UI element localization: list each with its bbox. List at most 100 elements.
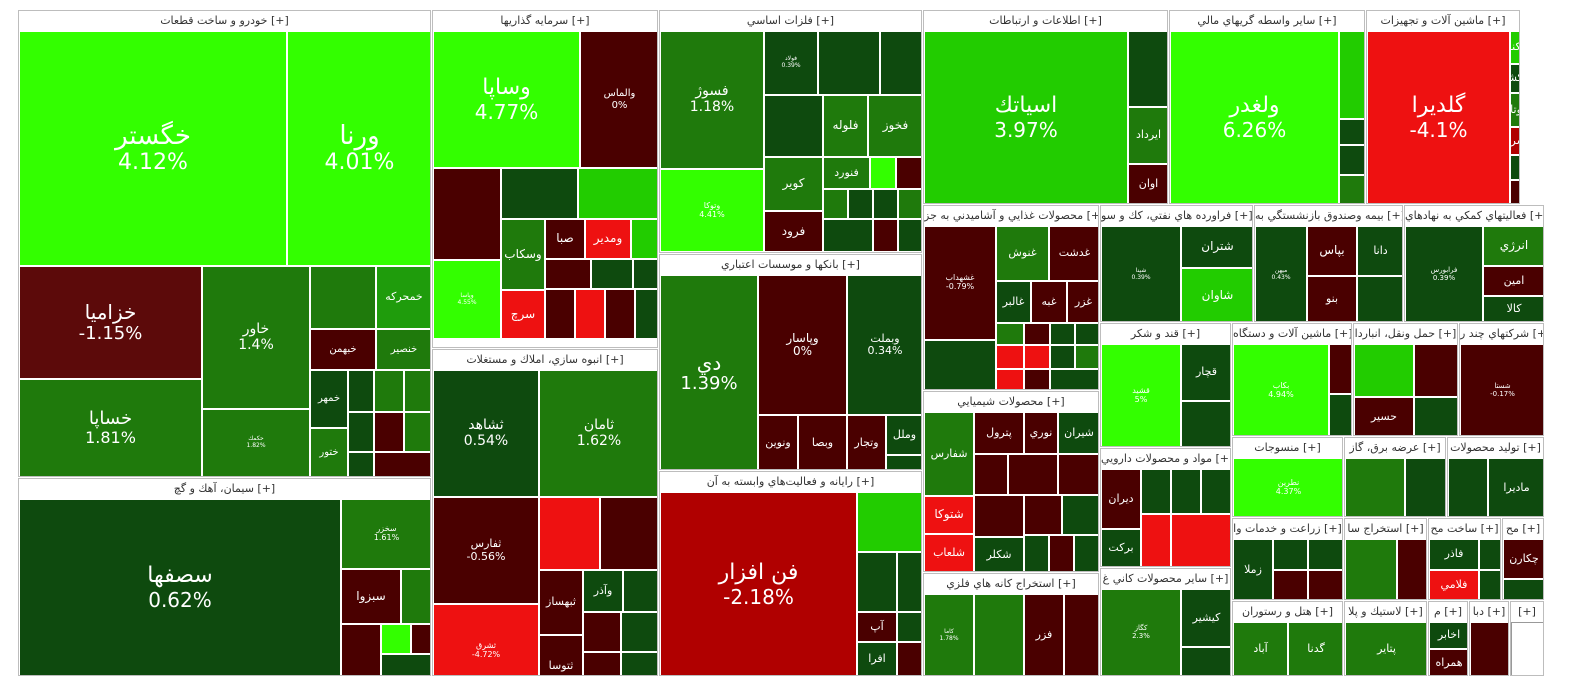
stock-tile-small[interactable]	[1062, 495, 1098, 535]
stock-tile-small[interactable]	[898, 189, 921, 219]
stock-tile[interactable]: دي 1.39%	[660, 275, 758, 469]
stock-tile[interactable]: وتجار	[847, 415, 886, 469]
stock-tile-small[interactable]	[974, 454, 1008, 495]
stock-tile-small[interactable]	[1181, 647, 1230, 675]
stock-tile[interactable]: كيشير	[1181, 589, 1230, 647]
stock-tile-small[interactable]	[1058, 454, 1098, 495]
stock-tile-small[interactable]	[623, 570, 657, 612]
stock-tile[interactable]: فسوژ 1.18%	[660, 31, 764, 169]
stock-tile[interactable]: گدنا	[1288, 622, 1342, 675]
stock-tile[interactable]: بكاب 4.94%	[1233, 344, 1329, 435]
sector-title[interactable]: ساخت مح [+]	[1429, 519, 1500, 539]
stock-tile[interactable]: فاذر	[1429, 539, 1479, 570]
stock-tile-small[interactable]	[1273, 570, 1308, 599]
stock-tile-small[interactable]	[310, 266, 376, 329]
stock-tile[interactable]: آباد	[1233, 622, 1288, 675]
stock-tile[interactable]: شتوكا	[924, 496, 974, 534]
stock-tile[interactable]: سخزر 1.61%	[341, 499, 430, 569]
stock-tile-small[interactable]	[1503, 579, 1543, 599]
stock-tile-small[interactable]	[896, 157, 921, 189]
stock-tile[interactable]: ديران	[1101, 469, 1141, 529]
stock-tile-small[interactable]	[633, 259, 657, 289]
sector-title[interactable]: زراعت و خدمات وا [+]	[1233, 519, 1342, 539]
stock-tile[interactable]: شيران	[1058, 412, 1098, 454]
stock-tile[interactable]: همراه	[1429, 649, 1467, 675]
stock-tile-small[interactable]	[1075, 323, 1098, 345]
stock-tile-small[interactable]	[848, 189, 873, 219]
stock-tile-small[interactable]	[591, 259, 633, 289]
stock-tile-small[interactable]	[1511, 622, 1543, 675]
stock-tile[interactable]: وبصا	[798, 415, 847, 469]
stock-tile-small[interactable]	[583, 612, 621, 652]
stock-tile-small[interactable]	[897, 552, 921, 612]
stock-tile-small[interactable]	[1308, 570, 1342, 599]
stock-tile[interactable]: ثشاهد 0.54%	[433, 370, 539, 497]
stock-tile[interactable]: خنصير	[376, 329, 430, 370]
stock-tile[interactable]: فخوز	[868, 95, 921, 157]
sector-title[interactable]: توليد محصولات [+]	[1448, 438, 1543, 458]
stock-tile[interactable]: فلامي	[1429, 570, 1479, 599]
stock-tile-small[interactable]	[1339, 119, 1364, 145]
stock-tile[interactable]: فزر	[1024, 594, 1064, 675]
stock-tile[interactable]: خساپا 1.81%	[19, 379, 202, 476]
stock-tile[interactable]: كگاز 2.3%	[1101, 589, 1181, 675]
stock-tile-small[interactable]	[764, 95, 823, 157]
stock-tile[interactable]: تكنو	[1510, 31, 1519, 64]
sector-title[interactable]: مح [+]	[1503, 519, 1543, 539]
stock-tile[interactable]: زملا	[1233, 539, 1273, 599]
stock-tile-small[interactable]	[1345, 539, 1397, 599]
sector-title[interactable]: فلزات اساسي [+]	[660, 11, 921, 31]
stock-tile[interactable]: گلديرا -4.1%	[1367, 31, 1510, 203]
stock-tile[interactable]: وملل	[886, 415, 921, 455]
stock-tile-small[interactable]	[1397, 539, 1426, 599]
stock-tile[interactable]: فرود	[764, 211, 823, 252]
stock-tile-small[interactable]	[1329, 344, 1351, 394]
stock-tile[interactable]: سرچ	[501, 290, 545, 339]
stock-tile-small[interactable]	[635, 289, 657, 339]
stock-tile-small[interactable]	[823, 219, 873, 252]
stock-tile-small[interactable]	[374, 412, 404, 452]
stock-tile-small[interactable]	[1181, 401, 1230, 446]
stock-tile-small[interactable]	[374, 452, 430, 476]
stock-tile-small[interactable]	[1024, 369, 1050, 389]
sector-title[interactable]: رايانه و فعاليت‌هاي وابسته به آن [+]	[660, 472, 921, 492]
stock-tile-small[interactable]	[348, 370, 374, 412]
stock-tile-small[interactable]	[433, 168, 501, 260]
stock-tile-small[interactable]	[1470, 622, 1508, 675]
stock-tile[interactable]: خمحركه	[376, 266, 430, 329]
stock-tile-small[interactable]	[1479, 570, 1500, 599]
stock-tile[interactable]: كالا	[1483, 296, 1543, 321]
stock-tile[interactable]: فرابورس 0.39%	[1405, 226, 1483, 321]
stock-tile-small[interactable]	[1074, 535, 1098, 571]
sector-title[interactable]: استخراج كانه هاي فلزي [+]	[924, 574, 1098, 594]
stock-tile-small[interactable]	[1201, 469, 1230, 514]
stock-tile[interactable]: خگستر 4.12%	[19, 31, 287, 266]
stock-tile-small[interactable]	[341, 624, 381, 675]
stock-tile[interactable]: والماس 0%	[580, 31, 657, 168]
stock-tile[interactable]: افرا	[857, 642, 897, 675]
stock-tile-small[interactable]	[1050, 323, 1075, 345]
stock-tile[interactable]: شلعاب	[924, 534, 974, 571]
stock-tile-small[interactable]	[631, 219, 657, 259]
stock-tile[interactable]: لسرما	[1510, 127, 1519, 155]
stock-tile-small[interactable]	[870, 157, 896, 189]
stock-tile[interactable]: پترول	[974, 412, 1024, 454]
stock-tile[interactable]: وآذر	[583, 570, 623, 612]
stock-tile[interactable]: ومدير	[585, 219, 631, 259]
stock-tile-small[interactable]	[348, 452, 374, 476]
sector-title[interactable]: هتل و رستوران [+]	[1233, 602, 1342, 622]
stock-tile[interactable]: غشهداب -0.79%	[924, 226, 996, 340]
stock-tile-small[interactable]	[600, 497, 657, 570]
stock-tile-small[interactable]	[1308, 539, 1342, 570]
stock-tile[interactable]: ورنا 4.01%	[287, 31, 430, 266]
sector-title[interactable]: [+]	[1511, 602, 1543, 622]
sector-title[interactable]: فراورده هاي نفتي، كك و سو [+]	[1101, 206, 1252, 226]
sector-title[interactable]: ساير محصولات كاني غ [+]	[1101, 569, 1230, 589]
stock-tile[interactable]: حكمك 1.82%	[202, 409, 310, 476]
stock-tile[interactable]: اخابر	[1429, 622, 1467, 649]
stock-tile-small[interactable]	[996, 323, 1024, 345]
stock-tile[interactable]: خمهر	[310, 370, 348, 428]
stock-tile[interactable]: انرژي	[1483, 226, 1543, 266]
stock-tile[interactable]: سصفها 0.62%	[19, 499, 341, 675]
stock-tile[interactable]: پتاير	[1345, 622, 1426, 675]
